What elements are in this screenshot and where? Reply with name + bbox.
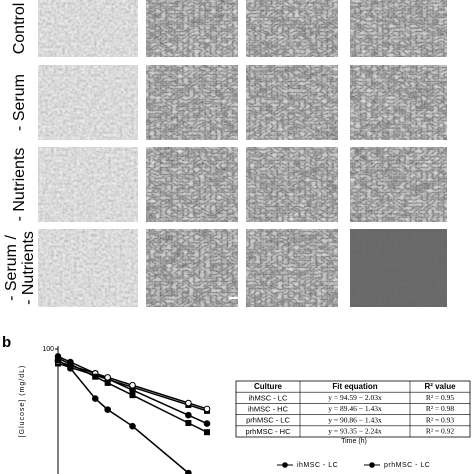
series-line bbox=[57, 359, 189, 474]
data-point bbox=[203, 405, 211, 413]
table-cell: prhMSC - LC bbox=[246, 416, 290, 425]
table-cell: y = 90.86 − 1.43x bbox=[328, 415, 382, 424]
y-tick-label: 100 bbox=[42, 346, 54, 353]
row-label: Control bbox=[11, 3, 28, 55]
micrograph bbox=[350, 0, 447, 57]
micrograph bbox=[38, 65, 138, 140]
micrograph bbox=[246, 0, 338, 57]
data-point bbox=[204, 429, 210, 436]
micrograph bbox=[146, 65, 238, 140]
micrograph bbox=[146, 229, 238, 307]
table-cell: ihMSC - HC bbox=[248, 404, 289, 413]
legend-marker bbox=[282, 462, 288, 468]
data-point bbox=[129, 422, 136, 430]
data-point bbox=[104, 374, 111, 381]
table-border bbox=[235, 380, 471, 438]
table: Culture Fit equation R² value ihMSC - LC y =… bbox=[235, 380, 471, 438]
micrograph bbox=[246, 229, 338, 307]
table-cell: y = 93.35 − 2.24x bbox=[328, 427, 382, 436]
table-cell: R² = 0.93 bbox=[426, 415, 455, 424]
micrograph bbox=[350, 147, 447, 222]
micrograph bbox=[246, 147, 338, 222]
table-cell: R² = 0.92 bbox=[426, 427, 455, 436]
table-cell: R² = 0.95 bbox=[426, 393, 455, 402]
table-cell: y = 94.59 − 2.03x bbox=[328, 393, 382, 402]
legend-marker bbox=[369, 462, 375, 468]
micrograph bbox=[38, 147, 138, 222]
legend-label: prhMSC - LC bbox=[384, 462, 430, 469]
micrograph bbox=[146, 147, 238, 222]
data-point bbox=[104, 379, 111, 386]
row-label: - Serum bbox=[11, 74, 28, 131]
row-label: - Serum /- Nutrients bbox=[3, 231, 37, 305]
micrograph bbox=[38, 0, 138, 57]
data-point bbox=[185, 399, 192, 407]
data-point bbox=[54, 356, 62, 364]
data-point bbox=[67, 364, 74, 372]
x-axis-label: Time (h) bbox=[341, 438, 367, 445]
micrograph bbox=[146, 0, 238, 57]
table-cell: prhMSC - HC bbox=[245, 427, 291, 436]
plot: 100 [Glucose] (mg/dL) ihMSC - LC prhMSC - L… bbox=[19, 346, 430, 474]
data-point bbox=[91, 395, 99, 402]
data-point bbox=[129, 381, 136, 389]
table-header: Culture bbox=[254, 382, 283, 391]
y-axis-label: [Glucose] (mg/dL) bbox=[19, 365, 26, 438]
panel-label: b bbox=[2, 334, 11, 351]
data-point bbox=[129, 392, 136, 399]
table-cell: ihMSC - LC bbox=[249, 393, 288, 402]
series-group bbox=[54, 353, 211, 474]
micrograph bbox=[350, 229, 447, 307]
micrograph bbox=[38, 229, 138, 307]
data-point bbox=[92, 373, 99, 380]
table-cell: R² = 0.98 bbox=[426, 404, 455, 413]
data-point bbox=[185, 469, 192, 474]
row-label: - Nutrients bbox=[11, 148, 28, 222]
table-cell: y = 89.46 − 1.43x bbox=[328, 404, 382, 413]
data-point bbox=[185, 419, 192, 426]
data-point bbox=[104, 406, 111, 413]
data-point bbox=[203, 420, 211, 427]
micrograph bbox=[246, 65, 338, 140]
micrograph bbox=[350, 65, 447, 140]
data-point bbox=[185, 411, 192, 419]
table-header: R² value bbox=[424, 382, 456, 391]
panel-a: Control - Serum - Nutrients - Serum /- Nutr… bbox=[3, 0, 447, 307]
table-header: Fit equation bbox=[332, 382, 377, 391]
legend-label: ihMSC - LC bbox=[297, 462, 338, 469]
